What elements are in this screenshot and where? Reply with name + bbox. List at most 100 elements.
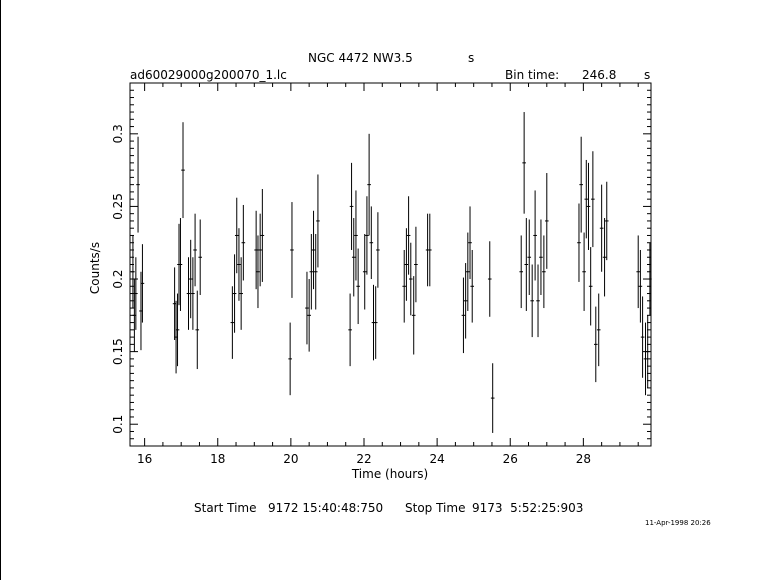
data-point bbox=[313, 234, 318, 310]
data-point bbox=[288, 322, 292, 396]
data-point bbox=[193, 213, 197, 287]
data-point bbox=[136, 136, 140, 233]
data-point bbox=[645, 315, 650, 388]
data-point bbox=[356, 248, 360, 325]
data-point bbox=[175, 293, 180, 367]
data-point bbox=[311, 210, 316, 290]
data-point bbox=[428, 213, 432, 287]
data-point bbox=[586, 162, 591, 250]
data-point bbox=[131, 235, 135, 309]
data-point bbox=[309, 234, 314, 310]
data-point bbox=[599, 184, 604, 272]
data-point bbox=[602, 218, 607, 297]
data-point bbox=[365, 196, 369, 275]
plot-frame bbox=[129, 82, 652, 447]
data-point bbox=[260, 188, 265, 282]
data-point bbox=[533, 190, 537, 281]
data-point bbox=[487, 241, 492, 317]
data-point bbox=[524, 218, 529, 311]
file-name: ad60029000g200070_1.lc bbox=[130, 68, 287, 82]
data-point bbox=[140, 244, 145, 323]
y-tick-label: 0.15 bbox=[111, 338, 125, 365]
data-point bbox=[539, 219, 543, 295]
data-point bbox=[191, 257, 195, 330]
x-tick-label: 26 bbox=[503, 452, 518, 466]
data-point bbox=[591, 151, 595, 248]
bin-time-unit: s bbox=[644, 68, 651, 82]
data-point bbox=[411, 276, 416, 355]
data-point bbox=[239, 257, 243, 330]
y-axis-label: Counts/s bbox=[88, 242, 102, 294]
data-point bbox=[404, 228, 409, 301]
data-point bbox=[542, 235, 546, 309]
chart-title-suffix: s bbox=[468, 51, 475, 65]
data-point bbox=[490, 363, 495, 433]
data-point bbox=[402, 249, 407, 323]
start-time-label: Start Time bbox=[194, 501, 257, 515]
data-point bbox=[234, 197, 239, 274]
data-point bbox=[522, 112, 526, 214]
x-axis-label: Time (hours) bbox=[351, 467, 428, 481]
data-point bbox=[643, 322, 648, 396]
data-point bbox=[373, 286, 378, 359]
start-time-value: 9172 15:40:48:750 bbox=[268, 501, 384, 515]
data-point bbox=[577, 203, 581, 282]
data-point bbox=[254, 210, 258, 290]
data-point bbox=[354, 190, 358, 281]
data-point bbox=[582, 232, 586, 311]
data-point bbox=[640, 296, 645, 378]
data-point bbox=[545, 173, 549, 269]
data-point bbox=[186, 257, 191, 330]
x-tick-label: 24 bbox=[429, 452, 444, 466]
data-point bbox=[579, 136, 583, 233]
y-tick-label: 0.1 bbox=[111, 415, 125, 434]
data-point bbox=[351, 218, 356, 297]
data-point bbox=[237, 228, 241, 301]
data-point bbox=[596, 293, 601, 367]
data-point bbox=[636, 235, 641, 309]
data-point bbox=[198, 219, 202, 295]
x-tick-label: 22 bbox=[356, 452, 371, 466]
data-point bbox=[530, 264, 534, 338]
data-point bbox=[362, 234, 367, 310]
data-point bbox=[305, 271, 309, 345]
data-point bbox=[178, 218, 183, 311]
data-point bbox=[519, 235, 524, 309]
data-point bbox=[376, 212, 380, 288]
data-point bbox=[230, 286, 235, 359]
bin-time-value: 246.8 bbox=[582, 68, 617, 82]
bin-time-label: Bin time: bbox=[505, 68, 560, 82]
data-point bbox=[181, 122, 185, 219]
data-point bbox=[536, 264, 540, 338]
data-point bbox=[468, 206, 472, 280]
data-point bbox=[414, 226, 418, 303]
stop-time-label: Stop Time bbox=[405, 501, 466, 515]
data-point bbox=[588, 247, 593, 326]
x-tick-label: 20 bbox=[283, 452, 298, 466]
data-point bbox=[461, 277, 466, 354]
x-tick-label: 28 bbox=[576, 452, 591, 466]
data-point bbox=[584, 159, 589, 239]
window-left-border bbox=[0, 0, 1, 580]
data-point bbox=[466, 232, 470, 311]
x-tick-label: 18 bbox=[210, 452, 225, 466]
data-point bbox=[348, 293, 352, 367]
data-point bbox=[406, 196, 411, 275]
timestamp: 11-Apr-1998 20:26 bbox=[645, 519, 711, 527]
x-tick-label: 16 bbox=[137, 452, 152, 466]
data-point bbox=[648, 242, 652, 316]
chart-title: NGC 4472 NW3.5 bbox=[308, 51, 413, 65]
data-point bbox=[290, 202, 294, 298]
data-point bbox=[463, 263, 468, 339]
data-point bbox=[470, 249, 475, 323]
data-point bbox=[241, 204, 246, 281]
data-point bbox=[593, 306, 598, 383]
data-point bbox=[349, 162, 354, 250]
data-point bbox=[369, 206, 374, 280]
data-point bbox=[408, 242, 413, 316]
y-tick-label: 0.3 bbox=[111, 124, 125, 143]
data-point bbox=[527, 219, 532, 295]
data-point bbox=[232, 254, 237, 333]
data-point bbox=[258, 213, 262, 287]
